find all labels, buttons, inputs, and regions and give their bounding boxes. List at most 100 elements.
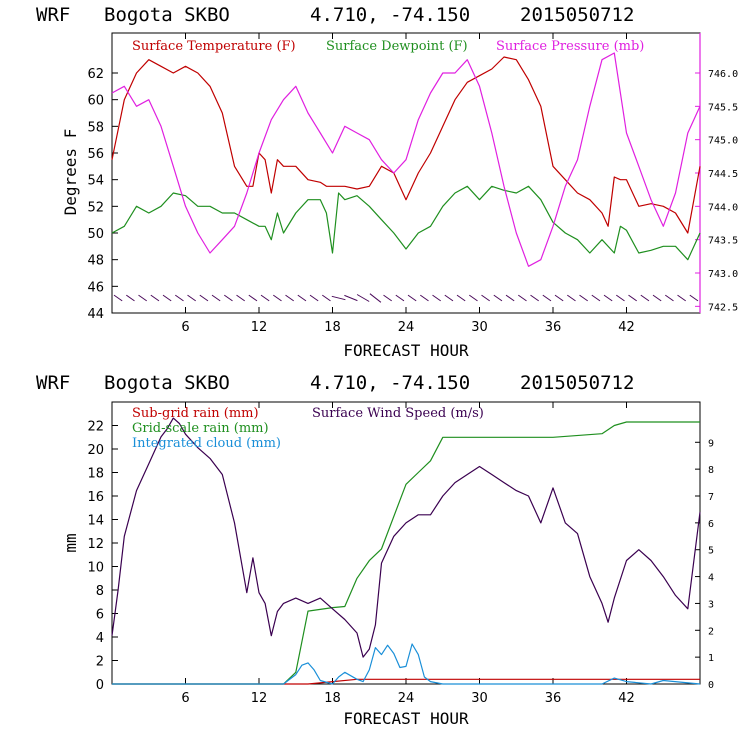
y-tick-label: 12 xyxy=(87,537,104,552)
wind-barb xyxy=(616,294,625,302)
y-tick-label: 4 xyxy=(96,631,104,646)
y2-tick-label: 1 xyxy=(708,653,714,664)
panel1-ylabel: Degrees F xyxy=(61,129,80,216)
wind-barb xyxy=(689,294,699,302)
y2-tick-label: 7 xyxy=(708,492,714,503)
wind-barb xyxy=(211,294,221,302)
x-tick-label: 12 xyxy=(251,691,268,706)
y-tick-label: 48 xyxy=(87,254,104,269)
y-tick-label: 14 xyxy=(87,514,104,529)
y2-tick-label: 9 xyxy=(708,438,714,449)
wind-barb xyxy=(113,294,123,302)
x-tick-label: 24 xyxy=(398,320,415,335)
header-coords: 4.710, -74.150 xyxy=(310,4,470,26)
wind-barb xyxy=(224,294,233,302)
x-tick-label: 36 xyxy=(545,320,562,335)
x-tick-label: 6 xyxy=(181,691,189,706)
y-tick-label: 20 xyxy=(87,443,104,458)
wind-barb xyxy=(236,294,245,302)
x-tick-label: 12 xyxy=(251,320,268,335)
wind-barb xyxy=(469,294,478,302)
wind-barb xyxy=(444,294,454,302)
wind-barb xyxy=(383,294,392,302)
wind-barb xyxy=(665,294,674,302)
wind-barb xyxy=(150,294,160,302)
y-tick-label: 16 xyxy=(87,490,104,505)
legend-subgrid: Sub-grid rain (mm) xyxy=(132,406,259,421)
wind-barb xyxy=(344,294,358,302)
wind-barb xyxy=(285,294,294,302)
x-tick-label: 6 xyxy=(181,320,189,335)
x-tick-label: 36 xyxy=(545,691,562,706)
y2-tick-label: 745.5 xyxy=(708,102,738,113)
wind-barb xyxy=(331,295,346,301)
wind-barb xyxy=(420,294,429,302)
series-line-1 xyxy=(112,421,700,685)
panel1-xlabel: FORECAST HOUR xyxy=(343,341,469,360)
y2-tick-label: 0 xyxy=(708,680,714,691)
wind-barb xyxy=(309,294,319,302)
wind-barb xyxy=(652,294,662,302)
wind-barb xyxy=(248,294,258,302)
y-tick-label: 2 xyxy=(96,655,104,670)
x-tick-label: 30 xyxy=(471,691,488,706)
wind-barb xyxy=(591,294,601,302)
wind-barb xyxy=(407,294,417,302)
x-tick-label: 42 xyxy=(618,691,635,706)
y2-tick-label: 743.0 xyxy=(708,269,738,280)
series-line-2 xyxy=(111,52,701,267)
wind-barb xyxy=(567,294,576,302)
wind-barb xyxy=(677,294,686,302)
wind-barb xyxy=(432,294,441,302)
y2-tick-label: 6 xyxy=(708,519,714,530)
header-station: Bogota SKBO xyxy=(104,4,230,26)
y2-tick-label: 742.5 xyxy=(708,302,738,313)
header-init: 2015050712 xyxy=(520,4,634,26)
wind-barb xyxy=(138,294,147,302)
wind-barb xyxy=(579,294,588,302)
legend-temp: Surface Temperature (F) xyxy=(132,39,296,54)
x-tick-label: 30 xyxy=(471,320,488,335)
series-line-1 xyxy=(111,185,701,261)
wind-barb xyxy=(187,294,196,302)
legend-grid: Grid-scale rain (mm) xyxy=(132,421,269,436)
series-line-3 xyxy=(111,417,701,658)
x-tick-label: 42 xyxy=(618,320,635,335)
wind-barb xyxy=(481,294,490,302)
y-tick-label: 0 xyxy=(96,678,104,693)
y2-tick-label: 743.5 xyxy=(708,236,738,247)
y-tick-label: 44 xyxy=(87,307,104,322)
y-tick-label: 8 xyxy=(96,584,104,599)
legend-wind: Surface Wind Speed (m/s) xyxy=(312,406,484,421)
wind-barb xyxy=(456,294,466,302)
y2-tick-label: 4 xyxy=(708,573,714,584)
wind-barb xyxy=(260,294,270,302)
wind-barb xyxy=(162,294,172,302)
wind-barb xyxy=(640,294,650,302)
y-tick-label: 46 xyxy=(87,280,104,295)
header2-model: WRF xyxy=(36,372,70,394)
y-tick-label: 6 xyxy=(96,608,104,623)
y-tick-label: 60 xyxy=(87,94,104,109)
x-tick-label: 24 xyxy=(398,691,415,706)
y2-tick-label: 3 xyxy=(708,599,714,610)
wind-barb xyxy=(628,294,637,302)
y2-tick-label: 745.0 xyxy=(708,136,738,147)
y-tick-label: 18 xyxy=(87,467,104,482)
wind-barb xyxy=(273,294,282,302)
y-tick-label: 54 xyxy=(87,174,104,189)
wind-barb xyxy=(505,294,515,302)
wind-barb xyxy=(493,294,503,302)
wind-barb xyxy=(395,294,405,302)
header2-coords: 4.710, -74.150 xyxy=(310,372,470,394)
wind-barb xyxy=(530,294,539,302)
y2-tick-label: 8 xyxy=(708,465,714,476)
legend-cloud: Integrated cloud (mm) xyxy=(132,436,281,451)
x-tick-label: 18 xyxy=(324,320,341,335)
wind-barb xyxy=(603,294,613,302)
y2-tick-label: 2 xyxy=(708,626,714,637)
legend-dew: Surface Dewpoint (F) xyxy=(326,39,468,54)
wind-barb xyxy=(322,294,331,302)
y2-tick-label: 746.0 xyxy=(708,69,738,80)
